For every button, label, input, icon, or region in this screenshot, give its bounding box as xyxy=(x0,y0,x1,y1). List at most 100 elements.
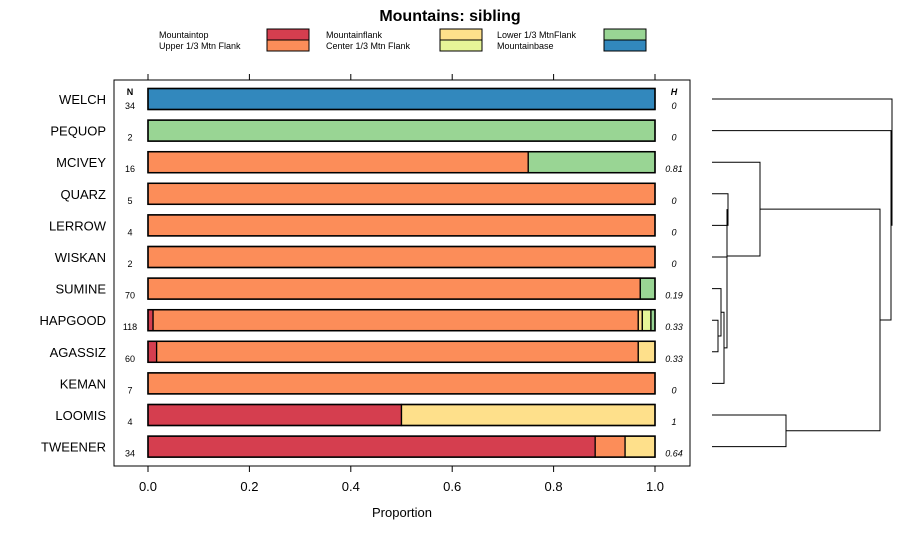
h-value-tweener: 0.64 xyxy=(665,449,683,459)
legend-swatch-mountaintop xyxy=(266,28,310,41)
dendrogram-branch-8 xyxy=(760,208,881,432)
bar-outline-sumine xyxy=(147,277,656,300)
category-label-agassiz: AGASSIZ xyxy=(50,345,106,360)
bar-segment-agassiz-mountainflank xyxy=(637,340,656,363)
bar-segment-pequop-lower-1-3-mtnflank xyxy=(147,119,656,142)
bar-segment-sumine-lower-1-3-mtnflank xyxy=(639,277,656,300)
category-label-loomis: LOOMIS xyxy=(55,408,106,423)
bar-outline-quarz xyxy=(147,182,656,206)
bar-outline-welch xyxy=(147,87,656,111)
bar-segment-tweener-mountainflank xyxy=(624,435,656,458)
legend-label-mountainflank: Mountainflank xyxy=(326,30,383,40)
legend-swatch-lower-1-3-mtnflank xyxy=(603,28,647,41)
n-value-lerrow: 4 xyxy=(127,227,132,237)
x-tick-label-1: 0.2 xyxy=(240,479,258,494)
dendrogram-branch-5 xyxy=(726,209,728,303)
h-value-loomis: 1 xyxy=(671,417,676,427)
legend-label-center-1-3-mtn-flank: Center 1/3 Mtn Flank xyxy=(326,41,411,51)
bar-segment-mcivey-lower-1-3-mtnflank xyxy=(527,151,656,174)
bar-segment-loomis-mountaintop xyxy=(147,403,403,427)
legend-swatch-center-1-3-mtn-flank xyxy=(439,39,483,52)
category-label-wiskan: WISKAN xyxy=(55,250,106,265)
legend-label-upper-1-3-mtn-flank: Upper 1/3 Mtn Flank xyxy=(159,41,241,51)
n-value-mcivey: 16 xyxy=(125,164,135,174)
h-value-pequop: 0 xyxy=(671,133,676,143)
bar-segment-tweener-upper-1-3-mtn-flank xyxy=(594,435,626,458)
category-label-tweener: TWEENER xyxy=(41,440,106,455)
bar-segment-quarz-upper-1-3-mtn-flank xyxy=(147,182,656,205)
bar-segment-hapgood-mountaintop xyxy=(147,309,154,332)
category-label-lerrow: LERROW xyxy=(49,218,107,233)
n-value-welch: 34 xyxy=(125,101,135,111)
bar-segment-agassiz-upper-1-3-mtn-flank xyxy=(155,340,639,363)
bar-segment-hapgood-center-1-3-mtn-flank xyxy=(641,309,652,332)
dendrogram-branch-1 xyxy=(712,288,722,337)
n-value-loomis: 4 xyxy=(127,417,132,427)
dendrogram-branch-9 xyxy=(712,130,892,321)
x-tick-label-4: 0.8 xyxy=(545,479,563,494)
h-value-hapgood: 0.33 xyxy=(665,322,683,332)
dendrogram-branch-6 xyxy=(712,161,761,257)
bar-outline-mcivey xyxy=(147,150,656,174)
category-label-keman: KEMAN xyxy=(60,376,106,391)
bar-segment-hapgood-upper-1-3-mtn-flank xyxy=(152,309,639,332)
x-tick-label-0: 0.0 xyxy=(139,479,157,494)
x-axis-label: Proportion xyxy=(372,505,432,520)
h-value-sumine: 0.19 xyxy=(665,291,683,301)
dendrogram xyxy=(712,98,893,448)
category-label-pequop: PEQUOP xyxy=(50,124,106,139)
bar-segment-keman-upper-1-3-mtn-flank xyxy=(147,372,656,395)
bar-segment-lerrow-upper-1-3-mtn-flank xyxy=(147,214,656,237)
axes-group: 0.0 0.2 0.4 0.6 0.8 1.0 xyxy=(139,74,664,494)
legend-label-mountaintop: Mountaintop xyxy=(159,30,209,40)
category-label-quarz: QUARZ xyxy=(61,187,107,202)
h-value-welch: 0 xyxy=(671,101,676,111)
h-value-mcivey: 0.81 xyxy=(665,164,683,174)
h-value-lerrow: 0 xyxy=(671,227,676,237)
bar-segment-tweener-mountaintop xyxy=(147,435,596,458)
n-header: N xyxy=(127,87,134,97)
dendrogram-branch-10 xyxy=(712,98,893,226)
bar-outline-hapgood xyxy=(147,308,656,332)
x-tick-label-3: 0.6 xyxy=(443,479,461,494)
bar-segment-mcivey-upper-1-3-mtn-flank xyxy=(147,151,529,174)
legend-label-mountainbase: Mountainbase xyxy=(497,41,554,51)
category-label-hapgood: HAPGOOD xyxy=(40,313,106,328)
legend-swatch-mountainflank xyxy=(439,28,483,41)
n-value-quarz: 5 xyxy=(127,196,132,206)
category-label-mcivey: MCIVEY xyxy=(56,155,106,170)
dendrogram-branch-3 xyxy=(712,256,728,349)
dendrogram-branch-0 xyxy=(712,319,719,353)
x-tick-label-5: 1.0 xyxy=(646,479,664,494)
h-value-agassiz: 0.33 xyxy=(665,354,683,364)
h-value-keman: 0 xyxy=(671,385,676,395)
bar-segment-welch-mountainbase xyxy=(147,87,656,111)
h-value-quarz: 0 xyxy=(671,196,676,206)
n-value-sumine: 70 xyxy=(125,291,135,301)
n-value-pequop: 2 xyxy=(127,133,132,143)
bar-segment-loomis-mountainflank xyxy=(400,403,656,427)
bars-group: WELCH 34 0 PEQUOP 2 0 MCIVEY 16 0.81 QUARZ 5 0 LERRO… xyxy=(40,87,683,459)
n-value-keman: 7 xyxy=(127,385,132,395)
n-value-hapgood: 118 xyxy=(123,322,137,332)
dendrogram-branch-4 xyxy=(712,193,729,226)
legend-swatch-mountainbase xyxy=(603,39,647,52)
legend-swatch-upper-1-3-mtn-flank xyxy=(266,39,310,52)
category-label-welch: WELCH xyxy=(59,92,106,107)
n-value-agassiz: 60 xyxy=(125,354,135,364)
bar-outline-pequop xyxy=(147,119,656,142)
dendrogram-branch-7 xyxy=(712,414,787,448)
x-tick-label-2: 0.4 xyxy=(342,479,360,494)
bar-outline-tweener xyxy=(147,435,656,458)
bar-outline-loomis xyxy=(147,403,656,427)
bar-outline-wiskan xyxy=(147,245,656,269)
n-value-wiskan: 2 xyxy=(127,259,132,269)
chart-title: Mountains: sibling xyxy=(379,8,520,25)
n-value-tweener: 34 xyxy=(125,449,135,459)
bar-outline-agassiz xyxy=(147,340,656,364)
legend-label-lower-1-3-mtnflank: Lower 1/3 MtnFlank xyxy=(497,30,577,40)
category-label-sumine: SUMINE xyxy=(55,282,106,297)
bar-segment-sumine-upper-1-3-mtn-flank xyxy=(147,277,641,300)
